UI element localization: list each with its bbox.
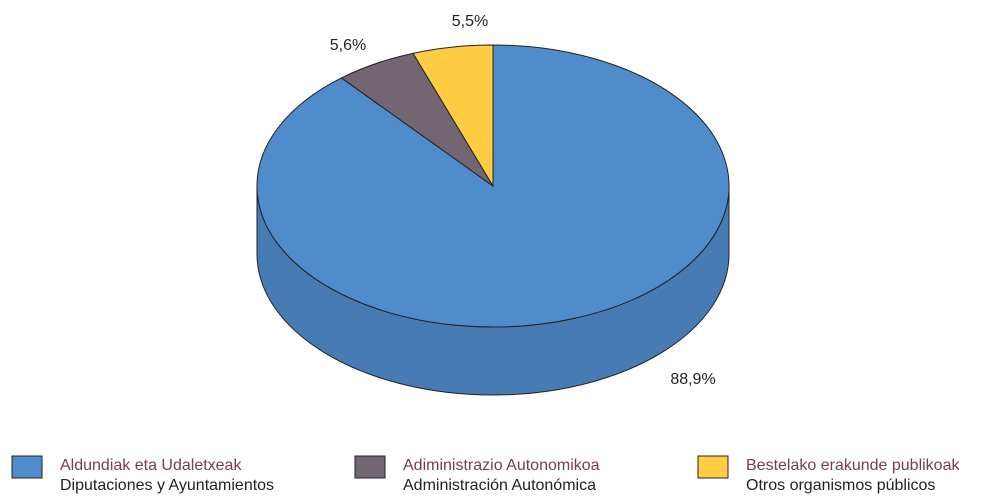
legend-label-secondary: Diputaciones y Ayuntamientos	[60, 477, 274, 494]
legend-label: Bestelako erakunde publikoak	[746, 457, 960, 474]
legend-label-secondary: Otros organismos públicos	[746, 477, 935, 494]
legend-label-secondary: Administración Autonómica	[403, 477, 596, 494]
data-label: 88,9%	[670, 371, 715, 388]
data-label: 5,5%	[452, 13, 488, 30]
legend-label: Aldundiak eta Udaletxeak	[60, 457, 242, 474]
legend-swatch	[697, 455, 729, 479]
pie-tops	[256, 44, 730, 328]
legend-swatch	[11, 455, 43, 479]
legend: Aldundiak eta Udaletxeak Diputaciones y A…	[11, 455, 960, 494]
pie-slice	[412, 44, 494, 188]
legend-label: Adiministrazio Autonomikoa	[403, 457, 600, 474]
data-labels: 88,9% 5,6% 5,5%	[330, 13, 716, 388]
legend-swatch	[354, 455, 386, 479]
data-label: 5,6%	[330, 37, 366, 54]
